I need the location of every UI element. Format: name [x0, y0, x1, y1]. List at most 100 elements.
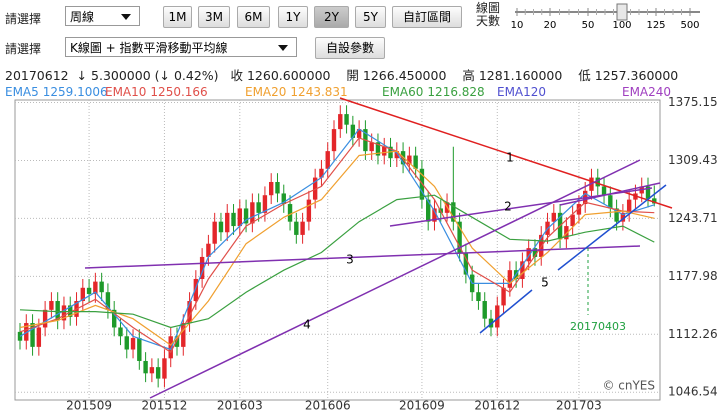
candle-body	[269, 181, 274, 196]
chart-kind-select[interactable]: K線圖 + 指數平滑移動平均線	[65, 37, 297, 57]
x-tick-label: 201703	[556, 399, 602, 412]
trend-line	[559, 182, 661, 206]
candle-body	[382, 146, 387, 156]
candle-body	[124, 336, 129, 350]
candle-body	[61, 305, 67, 321]
candle-body	[652, 198, 657, 204]
candle-body	[426, 199, 431, 222]
range-button[interactable]: 1M	[163, 6, 192, 28]
candle-body	[193, 278, 199, 302]
candle-body	[369, 142, 374, 152]
candle-body	[507, 270, 513, 288]
candle-body	[451, 202, 456, 222]
range-button[interactable]: 1Y	[278, 6, 308, 28]
slider-knob[interactable]	[616, 3, 628, 21]
legend-entry: EMA60 1216.828	[382, 85, 485, 99]
candle-body	[99, 281, 104, 293]
candle-body	[526, 248, 531, 262]
info-value: 1260.600000	[246, 68, 331, 83]
legend-entry: EMA5 1259.1006	[5, 85, 108, 99]
candle-body	[312, 177, 318, 200]
range-button[interactable]: 3M	[198, 6, 230, 28]
candle-body	[476, 292, 481, 302]
range-button[interactable]: 自訂區間	[392, 6, 462, 28]
candle-body	[250, 202, 255, 224]
days-label-1: 線圖	[476, 1, 501, 15]
range-button[interactable]: 2Y	[314, 6, 349, 28]
candle-body	[532, 248, 538, 257]
candle-body	[256, 202, 261, 213]
candle-body	[112, 309, 117, 328]
candle-body	[181, 323, 186, 347]
candle-body	[199, 256, 205, 279]
candle-body	[155, 367, 161, 379]
candle-body	[570, 214, 575, 227]
info-label: 高	[462, 68, 475, 83]
candle-body	[576, 204, 582, 215]
legend-entry: EMA240	[622, 85, 671, 99]
candle-body	[620, 212, 626, 222]
candle-body	[187, 301, 192, 324]
days-label: 線圖 天數	[476, 2, 500, 28]
candle-body	[93, 281, 98, 294]
range-button[interactable]: 5Y	[355, 6, 386, 28]
layers: 1375.15 1309.43 1243.71 1177.98 1112.26 1046.…	[5, 85, 718, 412]
trend-line	[149, 159, 641, 399]
candle-body	[24, 323, 29, 341]
y-tick-label: 1375.15	[668, 95, 718, 109]
slider-tick-label: 20	[544, 20, 557, 31]
y-tick-label: 1309.43	[668, 153, 718, 167]
candle-body	[168, 336, 173, 359]
candle-body	[388, 146, 393, 159]
legend-value: 1243.831	[290, 85, 347, 99]
x-tick-label: 201606	[305, 399, 351, 412]
candle-body	[281, 193, 286, 205]
watermark: © cnYES	[602, 379, 655, 393]
candle-body	[118, 327, 123, 337]
info-row: 20170612 ↓ 5.300000 (↓ 0.42%) 收 1260.600…	[5, 65, 678, 84]
ema-line	[19, 194, 655, 329]
legend-name: EMA60	[382, 85, 423, 99]
period-select[interactable]: 周線	[65, 6, 140, 26]
annotation: 2	[504, 200, 512, 214]
info-date: 20170612	[5, 68, 69, 83]
candle-body	[407, 155, 412, 165]
trend-line	[339, 97, 673, 209]
info-label: 收	[230, 68, 243, 83]
select-label: 請選擇	[5, 42, 42, 56]
candle-body	[432, 208, 437, 222]
candle-body	[551, 212, 556, 222]
days-slider[interactable]: 10 20 50 100 125 500	[510, 0, 715, 32]
candle-body	[394, 151, 399, 159]
candle-body	[174, 336, 180, 347]
slider-tick-label: 50	[582, 20, 595, 31]
x-tick-label: 201609	[399, 399, 445, 412]
settings-button[interactable]: 自設參數	[315, 37, 385, 59]
legend-entry: EMA120	[497, 85, 546, 99]
candle-body	[206, 243, 211, 257]
candle-body	[149, 367, 155, 374]
candle-body	[300, 221, 305, 235]
x-tick-label: 201603	[217, 399, 263, 412]
info-label: 低	[578, 68, 591, 83]
candle-body	[350, 124, 356, 138]
ema-line	[19, 150, 655, 346]
plot-area	[14, 99, 661, 401]
candle-body	[143, 360, 148, 374]
candle-body	[645, 186, 651, 199]
info-label: 開	[346, 68, 359, 83]
x-tick-label: 201612	[474, 399, 520, 412]
candle-body	[287, 204, 293, 222]
candle-body	[325, 151, 330, 169]
annotation: 20170403	[570, 320, 626, 333]
candle-body	[218, 221, 224, 233]
select-label: 請選擇	[5, 12, 42, 26]
candle-body	[262, 195, 268, 213]
candle-body	[520, 261, 525, 279]
candle-body	[457, 221, 462, 253]
range-button[interactable]: 6M	[237, 6, 270, 28]
y-tick-label: 1046.54	[668, 385, 718, 399]
slider-tick-label: 10	[511, 20, 524, 31]
candle-body	[482, 301, 487, 319]
